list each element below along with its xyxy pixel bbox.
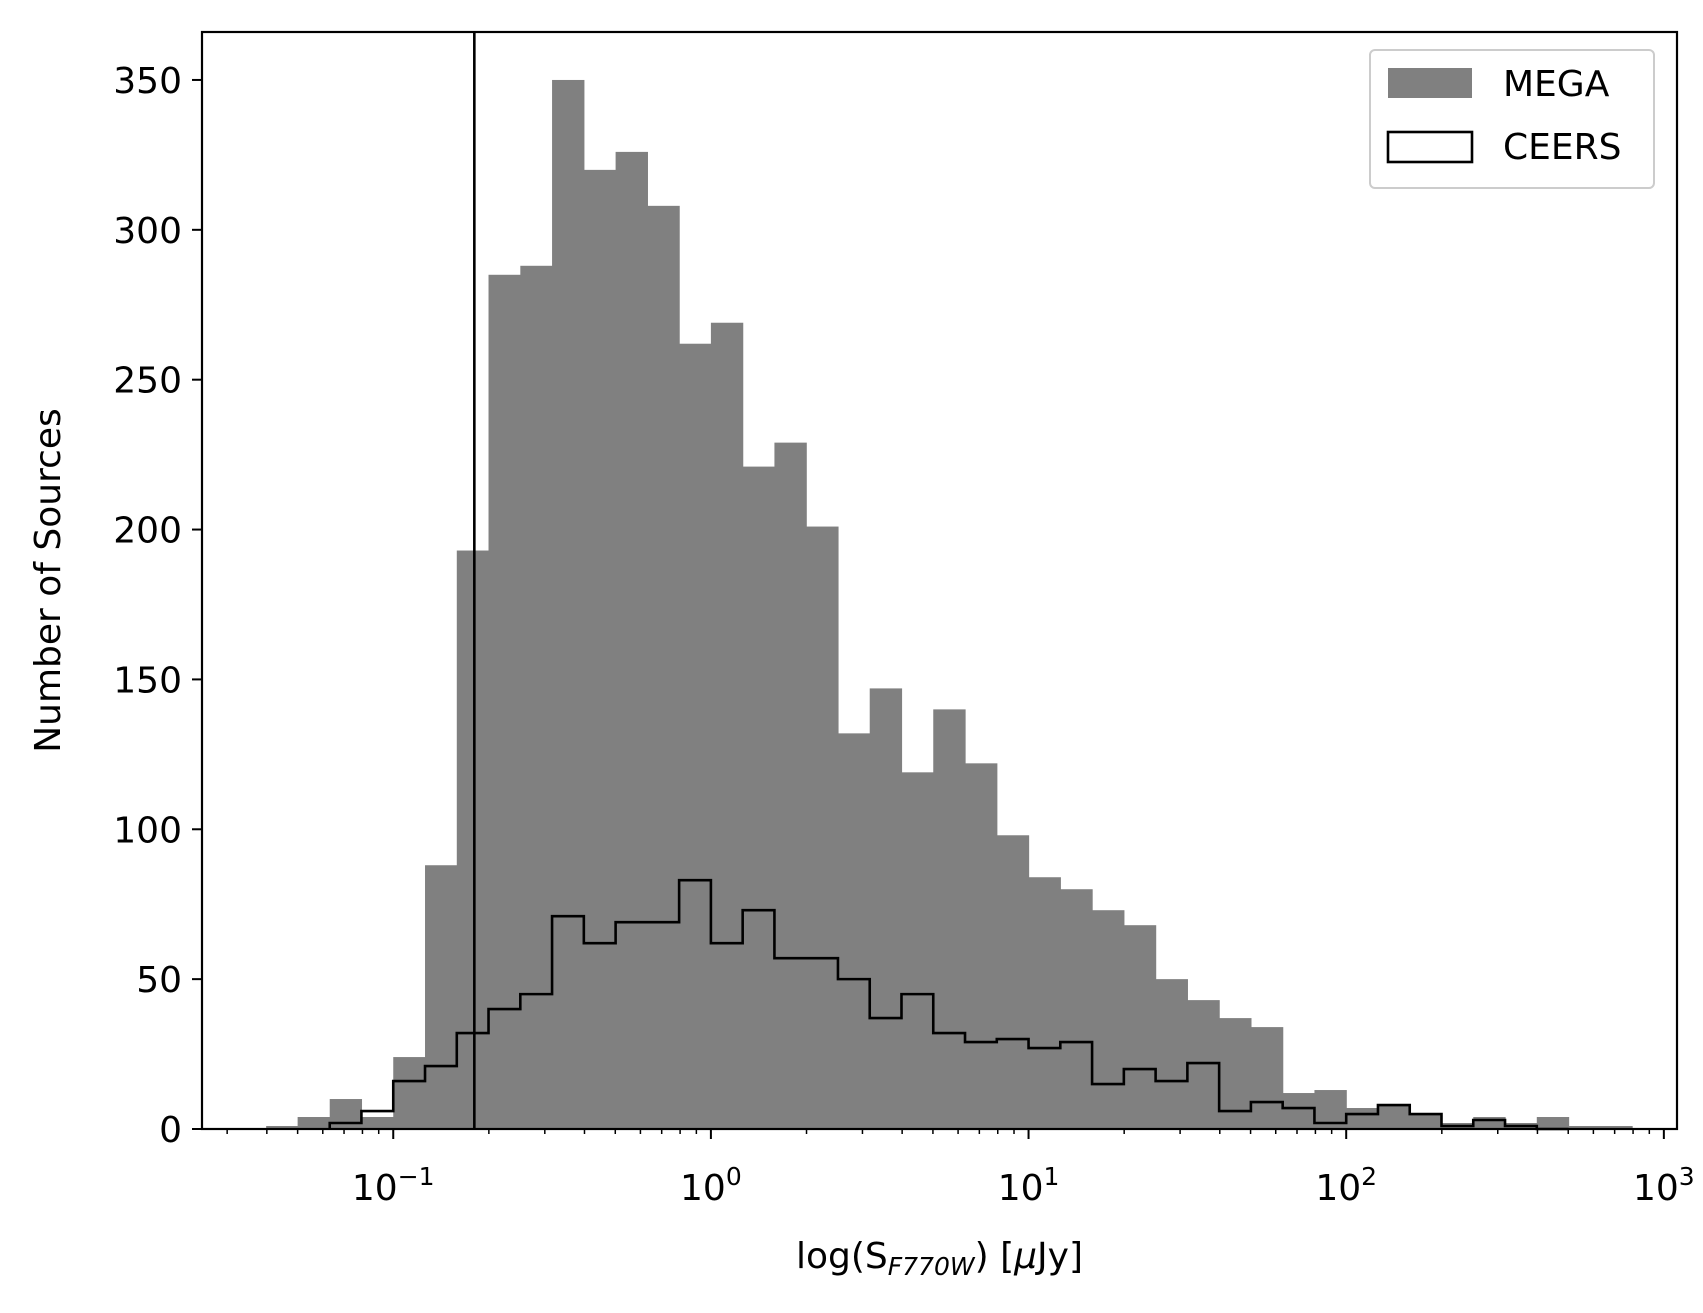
mega-bar	[1473, 1117, 1506, 1129]
mega-bar	[1155, 979, 1188, 1129]
y-axis-ticks: 0 50 100 150 200 250 300 350	[113, 61, 202, 1151]
mega-bar	[1187, 1000, 1220, 1129]
y-axis-label: Number of Sources	[28, 408, 69, 753]
x-axis-ticks: 10−1 100 101 102 103	[226, 1129, 1695, 1209]
mega-bar	[393, 1057, 426, 1129]
mega-bar	[679, 343, 712, 1130]
legend: MEGA CEERS	[1369, 49, 1655, 189]
x-tick-label: 103	[1633, 1162, 1695, 1209]
mega-bar	[552, 79, 585, 1129]
mega-bar	[1377, 1105, 1411, 1129]
mega-bar	[266, 1126, 299, 1129]
x-tick-label: 102	[1315, 1162, 1377, 1209]
mega-bar	[583, 169, 617, 1129]
legend-label-ceers: CEERS	[1503, 127, 1622, 168]
mega-bar	[1123, 925, 1157, 1129]
mega-bar	[329, 1099, 363, 1129]
mega-bar	[1409, 1114, 1443, 1129]
mega-bar	[869, 688, 903, 1129]
y-tick-label: 150	[113, 660, 182, 701]
x-tick-label: 100	[680, 1162, 742, 1209]
y-tick-label: 50	[136, 960, 182, 1001]
mega-bar	[615, 151, 648, 1129]
mega-bar	[901, 772, 934, 1129]
y-tick-label: 0	[159, 1110, 182, 1151]
y-tick-label: 100	[113, 810, 182, 851]
mega-bar	[1219, 1018, 1252, 1129]
mega-bar	[520, 265, 553, 1130]
x-tick-label: 10−1	[352, 1162, 435, 1209]
mega-bar	[647, 205, 680, 1129]
mega-bar	[425, 865, 458, 1129]
mega-bar	[1250, 1027, 1284, 1129]
mega-bar	[488, 274, 521, 1129]
ceers-histogram-outline	[328, 878, 1569, 1131]
mega-bar	[1568, 1126, 1601, 1129]
y-tick-label: 300	[113, 211, 182, 252]
plot-frame	[200, 30, 1679, 1131]
mega-bar	[297, 1117, 331, 1129]
mega-bar	[806, 526, 839, 1129]
mega-bar	[1092, 910, 1125, 1129]
mega-bar	[710, 322, 744, 1129]
y-tick-label: 350	[113, 61, 182, 102]
mega-bar	[1346, 1108, 1379, 1129]
mega-bar	[361, 1117, 394, 1129]
legend-swatch-ceers	[1386, 130, 1474, 164]
mega-bar	[1028, 877, 1061, 1129]
x-axis-label: log(SF770W) [μJy]	[796, 1236, 1083, 1281]
mega-bar	[1060, 889, 1093, 1129]
mega-bar	[1600, 1126, 1633, 1129]
mega-bar	[837, 733, 871, 1129]
y-tick-label: 200	[113, 511, 182, 552]
mega-bar	[965, 763, 998, 1129]
x-tick-label: 101	[998, 1162, 1060, 1209]
mega-bar	[933, 709, 966, 1129]
mega-bar	[1282, 1093, 1316, 1129]
mega-bar	[774, 442, 807, 1129]
mega-bar	[456, 550, 490, 1129]
y-tick-label: 250	[113, 361, 182, 402]
mega-bar	[742, 466, 776, 1129]
mega-bar	[996, 835, 1030, 1129]
mega-bar	[1536, 1117, 1570, 1129]
legend-swatch-mega	[1388, 68, 1472, 98]
legend-label-mega: MEGA	[1503, 64, 1610, 105]
